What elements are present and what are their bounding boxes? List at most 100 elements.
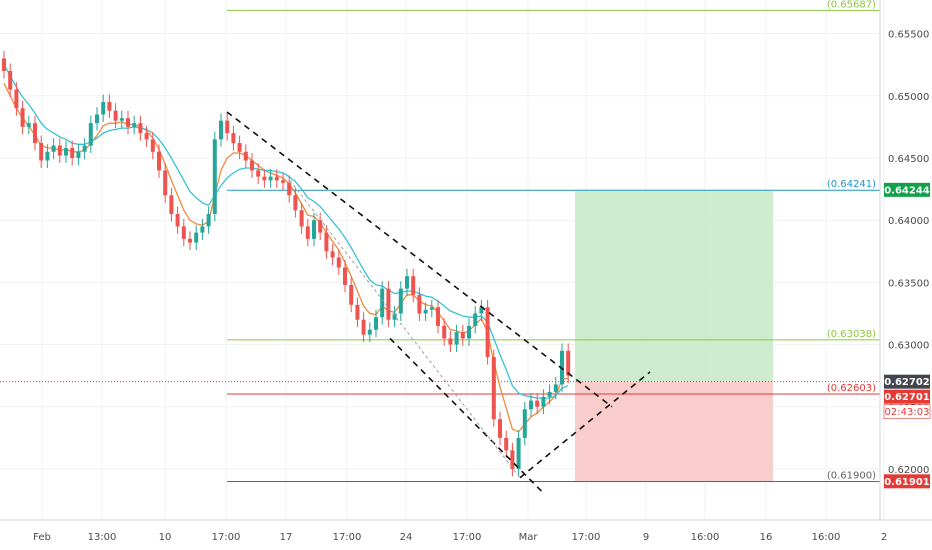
candle-body xyxy=(225,120,230,134)
profit-zone xyxy=(575,189,773,382)
price-badge-label: 0.62701 xyxy=(884,392,930,403)
candle-body xyxy=(51,145,56,152)
candle-body xyxy=(188,238,192,243)
candle-body xyxy=(281,180,285,183)
candle-body xyxy=(157,151,161,171)
candle-body xyxy=(256,170,261,177)
candle-body xyxy=(436,307,440,326)
candle-body xyxy=(299,210,304,227)
level-label: (0.61900) xyxy=(827,470,876,481)
candle-body xyxy=(39,143,44,161)
candle-body xyxy=(268,176,273,181)
candle-body xyxy=(33,123,37,144)
candle-body xyxy=(243,151,248,161)
candle-body xyxy=(212,139,217,214)
candle-body xyxy=(8,70,13,90)
candle-body xyxy=(219,120,223,140)
y-tick-label: 0.64500 xyxy=(888,154,929,165)
candle-body xyxy=(405,276,409,289)
y-tick-label: 0.63000 xyxy=(888,341,929,352)
price-badge-label: 0.64244 xyxy=(884,185,930,196)
inner-trendline xyxy=(289,180,521,479)
candle-body xyxy=(88,123,93,146)
axes xyxy=(0,0,932,521)
candle-body xyxy=(448,338,453,345)
price-badge xyxy=(884,182,930,197)
candle-body xyxy=(442,325,447,339)
candle-body xyxy=(411,276,416,295)
y-tick-label: 0.63500 xyxy=(888,278,929,289)
candle-body xyxy=(2,58,6,71)
candle-body xyxy=(553,384,558,392)
position-zones xyxy=(575,189,773,482)
y-tick-label: 0.65000 xyxy=(888,92,929,103)
candle-body xyxy=(305,226,310,239)
candle-body xyxy=(423,309,428,314)
candle-body xyxy=(113,110,118,121)
candle-body xyxy=(343,267,347,285)
level-label: (0.64241) xyxy=(827,179,876,190)
candle-body xyxy=(150,139,155,152)
x-tick-label: Feb xyxy=(33,532,51,543)
candle-body xyxy=(336,257,341,268)
candle-body xyxy=(566,350,571,376)
price-badge xyxy=(884,389,930,404)
candle-body xyxy=(14,89,19,109)
y-tick-label: 0.65500 xyxy=(888,30,929,41)
candle-body xyxy=(26,123,31,127)
candle-body xyxy=(454,332,459,345)
x-tick-label: 16:00 xyxy=(812,532,841,543)
candle-body xyxy=(349,284,354,305)
candles xyxy=(2,51,571,477)
candle-body xyxy=(181,226,186,239)
x-tick-label: 17:00 xyxy=(212,532,241,543)
x-tick-label: 16:00 xyxy=(691,532,720,543)
candle-body xyxy=(330,251,335,258)
candle-body xyxy=(101,102,106,115)
candle-body xyxy=(287,182,292,196)
x-tick-label: 17:00 xyxy=(333,532,362,543)
y-tick-label: 0.62000 xyxy=(888,465,929,476)
candle-body xyxy=(57,145,62,156)
candle-body xyxy=(163,170,168,196)
candle-body xyxy=(262,176,267,181)
x-tick-label: 10 xyxy=(159,532,172,543)
x-tick-label: 17:00 xyxy=(453,532,482,543)
candle-body xyxy=(82,145,87,152)
candle-body xyxy=(355,304,360,320)
countdown-label: 02:43:03 xyxy=(885,407,930,418)
candle-body xyxy=(460,332,465,339)
candle-body xyxy=(535,400,540,407)
candle-body xyxy=(70,148,75,158)
candle-body xyxy=(392,313,397,320)
candle-body xyxy=(541,396,546,407)
candle-body xyxy=(250,160,254,171)
price-badge xyxy=(884,474,930,489)
candle-body xyxy=(386,288,391,320)
candle-body xyxy=(312,220,316,239)
loss-zone xyxy=(575,381,773,482)
candle-body xyxy=(20,108,25,127)
candle-body xyxy=(510,450,515,469)
candle-body xyxy=(522,409,527,438)
candle-body xyxy=(200,226,205,233)
candle-body xyxy=(119,118,124,121)
candle-body xyxy=(417,294,422,314)
level-label: (0.65687) xyxy=(827,0,876,10)
candle-body xyxy=(64,148,68,156)
candle-body xyxy=(318,220,323,233)
x-tick-label: Mar xyxy=(519,532,539,543)
candle-body xyxy=(479,307,484,314)
level-label: (0.62603) xyxy=(827,383,876,394)
candle-body xyxy=(516,437,521,469)
candle-body xyxy=(45,151,50,161)
x-tick-label: 13:00 xyxy=(88,532,117,543)
price-badge xyxy=(884,374,930,389)
candle-body xyxy=(144,133,149,140)
candle-body xyxy=(498,419,502,438)
lower-trendline xyxy=(389,337,544,494)
candle-body xyxy=(95,114,99,124)
upper-trendline xyxy=(226,111,613,408)
candle-body xyxy=(367,329,372,335)
